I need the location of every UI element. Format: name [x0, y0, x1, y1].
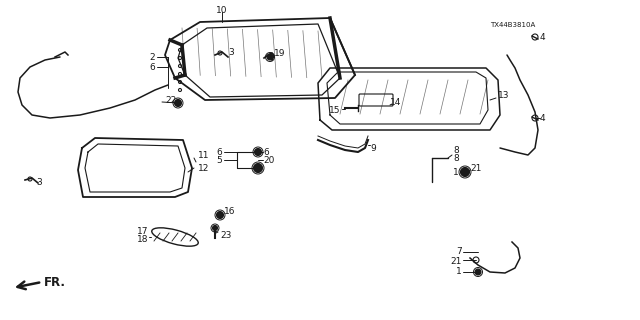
- Text: 6: 6: [263, 148, 269, 156]
- Text: TX44B3810A: TX44B3810A: [490, 22, 535, 28]
- Text: 4: 4: [540, 33, 546, 42]
- Text: 20: 20: [263, 156, 275, 164]
- Text: 10: 10: [216, 5, 228, 14]
- Text: 23: 23: [220, 230, 232, 239]
- Text: 7: 7: [456, 247, 462, 257]
- Circle shape: [475, 269, 481, 275]
- Text: 18: 18: [136, 236, 148, 244]
- Circle shape: [216, 212, 223, 219]
- Text: 8: 8: [453, 146, 459, 155]
- Text: 9: 9: [370, 143, 376, 153]
- Circle shape: [175, 100, 182, 107]
- Text: 15: 15: [328, 106, 340, 115]
- Text: 4: 4: [540, 114, 546, 123]
- Text: 6: 6: [149, 62, 155, 71]
- Text: 22: 22: [165, 95, 176, 105]
- Text: 13: 13: [498, 91, 509, 100]
- Text: 21: 21: [451, 258, 462, 267]
- Text: FR.: FR.: [44, 276, 66, 290]
- Text: 2: 2: [149, 52, 155, 61]
- Text: 17: 17: [136, 228, 148, 236]
- Text: 3: 3: [36, 178, 42, 187]
- Circle shape: [255, 148, 262, 156]
- Circle shape: [461, 167, 470, 177]
- Text: 1: 1: [453, 167, 459, 177]
- FancyBboxPatch shape: [359, 94, 393, 106]
- Text: 8: 8: [453, 154, 459, 163]
- Text: 6: 6: [216, 148, 222, 156]
- Text: 11: 11: [198, 150, 209, 159]
- Text: 1: 1: [456, 268, 462, 276]
- Text: 19: 19: [274, 49, 285, 58]
- Text: 5: 5: [216, 156, 222, 164]
- Circle shape: [212, 226, 218, 230]
- Text: 16: 16: [224, 207, 236, 217]
- Text: 3: 3: [228, 47, 234, 57]
- Text: 21: 21: [470, 164, 481, 172]
- Circle shape: [267, 54, 273, 60]
- Text: 12: 12: [198, 164, 209, 172]
- Text: 14: 14: [390, 98, 401, 107]
- Circle shape: [253, 164, 262, 172]
